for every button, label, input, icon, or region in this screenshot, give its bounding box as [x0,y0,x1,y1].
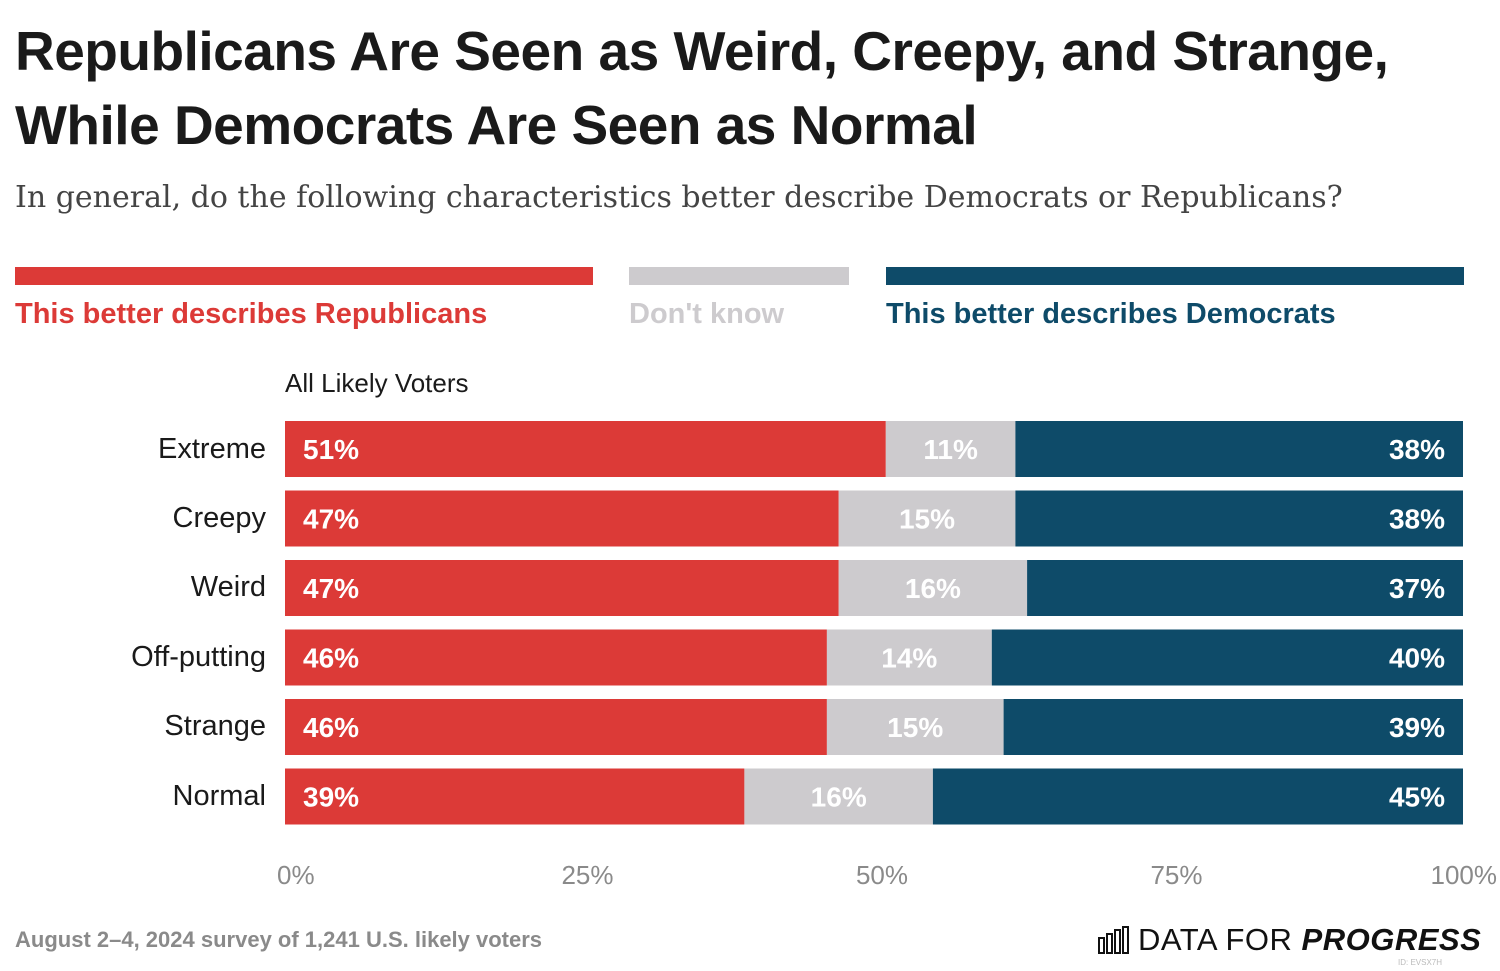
footnote: August 2–4, 2024 survey of 1,241 U.S. li… [15,927,543,952]
data-for-progress-logo: DATA FOR PROGRESS [1098,920,1481,960]
bar-weird-republicans [285,560,839,616]
category-label-normal: Normal [172,780,266,812]
x-tick-label-100: 100% [1431,860,1498,890]
legend-swatch-democrats [886,267,1464,285]
value-label-off-putting-dont-know: 14% [881,643,937,674]
legend-swatch-republicans [15,267,593,285]
logo-text-plain: DATA FOR [1138,922,1293,957]
bar-normal-republicans [285,768,745,825]
legend-democrats: This better describes Democrats [886,267,1464,331]
value-label-extreme-republicans: 51% [303,434,359,465]
x-tick-label-50: 50% [856,860,908,890]
bar-extreme-republicans [285,421,886,477]
x-tick-label-0: 0% [277,860,315,890]
legend-republicans: This better describes Republicans [15,267,593,331]
bar-normal-dont-know [744,768,933,825]
legend-label-dont-know: Don't know [629,298,785,330]
bar-weird-dont-know [838,560,1028,616]
value-label-weird-dont-know: 16% [905,573,961,604]
x-tick-label-25: 25% [561,860,613,890]
bar-strange-dont-know [826,699,1004,755]
category-label-strange: Strange [164,710,266,742]
legend-label-republicans: This better describes Republicans [15,298,488,330]
value-label-extreme-democrats: 38% [1389,434,1445,465]
logo-text-bold: PROGRESS [1301,922,1482,957]
bar-off-putting-democrats [991,629,1463,686]
category-label-creepy: Creepy [172,502,267,534]
bar-creepy-dont-know [838,490,1016,547]
legend-label-democrats: This better describes Democrats [886,298,1336,330]
chart-subtitle: In general, do the following characteris… [15,180,1343,215]
bar-strange-republicans [285,699,827,755]
value-label-normal-democrats: 45% [1389,782,1445,813]
value-label-off-putting-democrats: 40% [1389,643,1445,674]
chart-id: ID: EVSX7H [1398,958,1443,967]
value-label-creepy-dont-know: 15% [899,504,955,535]
bar-chart-logo-icon [1098,926,1129,954]
legend-dont-know: Don't know [629,267,849,331]
category-label-off-putting: Off-putting [131,641,266,673]
logo-text: DATA FOR PROGRESS [1138,922,1481,958]
value-label-weird-democrats: 37% [1389,573,1445,604]
category-label-extreme: Extreme [158,433,266,465]
value-label-creepy-republicans: 47% [303,504,359,535]
value-label-strange-democrats: 39% [1389,712,1445,743]
category-label-weird: Weird [190,571,266,603]
value-label-weird-republicans: 47% [303,573,359,604]
value-label-normal-dont-know: 16% [811,782,867,813]
bar-weird-democrats [1027,560,1463,616]
bar-creepy-democrats [1015,490,1463,547]
value-label-off-putting-republicans: 46% [303,643,359,674]
x-tick-label-75: 75% [1150,860,1202,890]
chart-title: Republicans Are Seen as Weird, Creepy, a… [15,20,1389,156]
bar-off-putting-republicans [285,629,827,686]
value-label-extreme-dont-know: 11% [923,434,978,465]
bar-extreme-dont-know [885,421,1016,477]
group-label: All Likely Voters [285,368,469,398]
value-label-strange-dont-know: 15% [887,712,943,743]
bar-off-putting-dont-know [826,629,992,686]
bar-strange-democrats [1003,699,1463,755]
bar-creepy-republicans [285,490,839,547]
bar-extreme-democrats [1015,421,1463,477]
value-label-creepy-democrats: 38% [1389,504,1445,535]
legend-swatch-dont-know [629,267,849,285]
bar-normal-democrats [932,768,1463,825]
value-label-normal-republicans: 39% [303,782,359,813]
value-label-strange-republicans: 46% [303,712,359,743]
